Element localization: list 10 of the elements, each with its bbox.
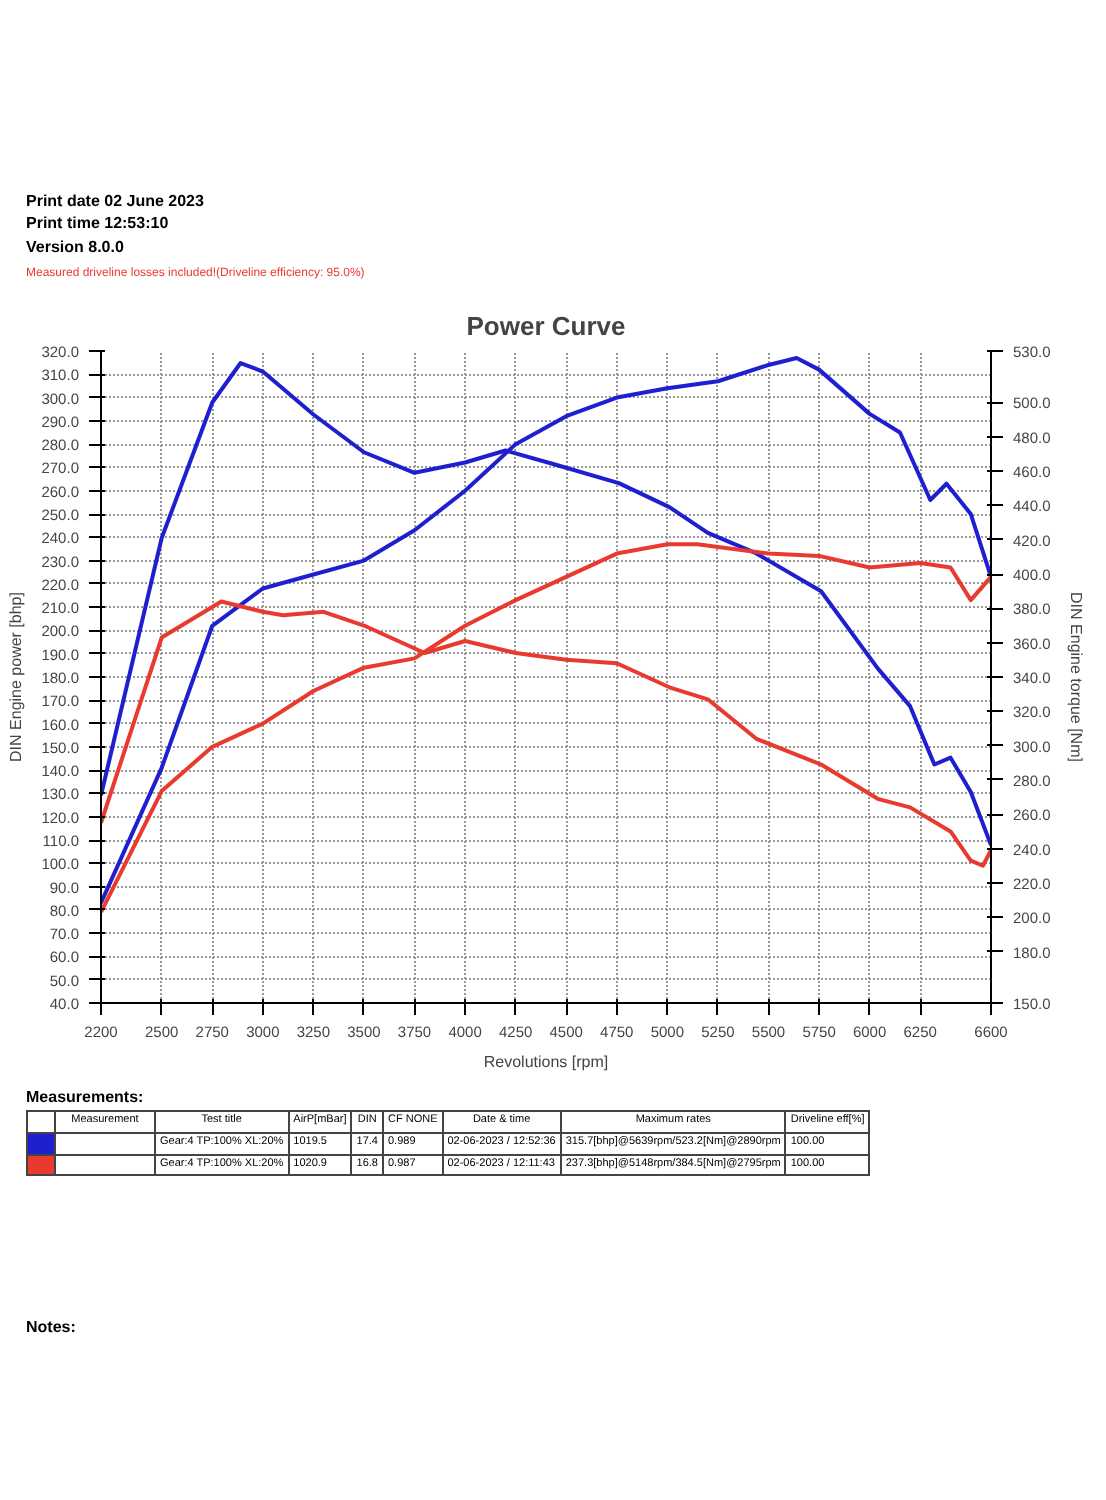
line-series xyxy=(101,543,991,915)
y-axis-title: DIN Engine power [bhp] xyxy=(7,592,26,763)
text: Measurements: xyxy=(26,1088,144,1107)
text: Notes: xyxy=(26,1318,76,1337)
y2-axis-title: DIN Engine torque [Nm] xyxy=(1066,592,1085,763)
text: Version 8.0.0 xyxy=(26,237,124,256)
x-axis-title: Revolutions [rpm] xyxy=(483,1053,609,1072)
text: Print date 02 June 2023 xyxy=(26,192,204,210)
text: Print time 12:53:10 xyxy=(26,214,169,233)
chart-title: Power Curve xyxy=(466,311,626,342)
